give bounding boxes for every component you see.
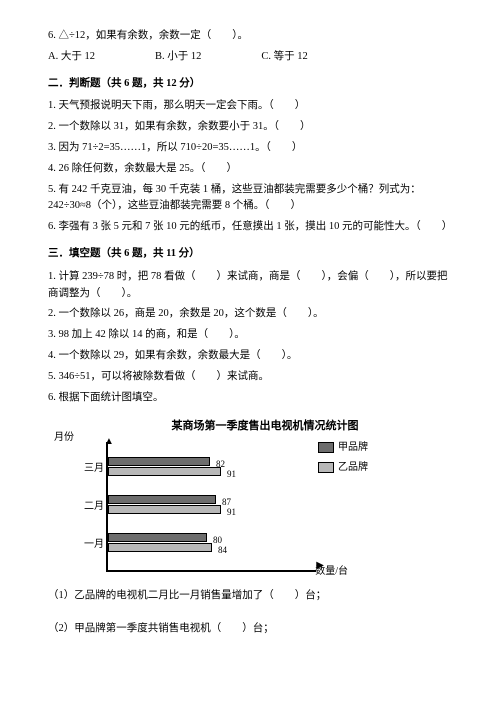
fill-item: 3. 98 加上 42 除以 14 的商，和是（ ）。 <box>48 327 452 344</box>
month-label: 一月 <box>84 537 104 553</box>
bar-jia: 82 <box>108 457 210 466</box>
bar-group: 8791 <box>108 494 221 515</box>
legend-label-yi: 乙品牌 <box>338 460 368 476</box>
bar-group: 8084 <box>108 532 212 553</box>
bar-jia: 87 <box>108 495 216 504</box>
sub-q1: （1）乙品牌的电视机二月比一月销售量增加了（ ）台； <box>48 588 452 605</box>
bar-yi: 84 <box>108 543 212 552</box>
judge-item: 6. 李强有 3 张 5 元和 7 张 10 元的纸币，任意摸出 1 张，摸出 … <box>48 219 452 236</box>
q6-stem: 6. △÷12，如果有余数，余数一定（ ）。 <box>48 28 452 45</box>
chart-axes: ▲ ▶ 数量/台 三月8291二月8791一月8084 <box>106 442 316 572</box>
bar-group: 8291 <box>108 456 221 477</box>
bar-value: 91 <box>227 505 236 519</box>
bar-yi: 91 <box>108 467 221 476</box>
judge-item: 5. 有 242 千克豆油，每 30 千克装 1 桶，这些豆油都装完需要多少个桶… <box>48 182 452 216</box>
chart-xlabel: 数量/台 <box>315 564 348 580</box>
judge-item: 3. 因为 71÷2=35……1，所以 710÷20=35……1。（ ） <box>48 140 452 157</box>
legend-swatch-yi <box>318 462 334 473</box>
section-2-title: 二．判断题（共 6 题，共 12 分） <box>48 76 452 93</box>
q6-opt-c: C. 等于 12 <box>261 49 307 66</box>
chart-ylabel: 月份 <box>54 430 74 446</box>
bar-jia: 80 <box>108 533 207 542</box>
section-3-body: 1. 计算 239÷78 时，把 78 看做（ ）来试商，商是（ ），会偏（ ）… <box>48 269 452 407</box>
judge-item: 1. 天气预报说明天下雨，那么明天一定会下雨。（ ） <box>48 98 452 115</box>
chart-legend: 甲品牌 乙品牌 <box>318 440 368 480</box>
fill-item: 2. 一个数除以 26，商是 20，余数是 20，这个数是（ ）。 <box>48 306 452 323</box>
fill-item: 4. 一个数除以 29，如果有余数，余数最大是（ ）。 <box>48 348 452 365</box>
fill-item: 6. 根据下面统计图填空。 <box>48 390 452 407</box>
judge-item: 2. 一个数除以 31，如果有余数，余数要小于 31。（ ） <box>48 119 452 136</box>
chart-title: 某商场第一季度售出电视机情况统计图 <box>78 418 452 436</box>
bar-yi: 91 <box>108 505 221 514</box>
month-label: 二月 <box>84 499 104 515</box>
section-3-title: 三．填空题（共 6 题，共 11 分） <box>48 246 452 263</box>
fill-item: 1. 计算 239÷78 时，把 78 看做（ ）来试商，商是（ ），会偏（ ）… <box>48 269 452 303</box>
chart: 某商场第一季度售出电视机情况统计图 甲品牌 乙品牌 月份 ▲ ▶ 数量/台 三月… <box>78 418 452 572</box>
legend-swatch-jia <box>318 442 334 453</box>
arrow-up-icon: ▲ <box>104 434 114 450</box>
section-2-body: 1. 天气预报说明天下雨，那么明天一定会下雨。（ ） 2. 一个数除以 31，如果… <box>48 98 452 236</box>
judge-item: 4. 26 除任何数，余数最大是 25。（ ） <box>48 161 452 178</box>
bar-value: 84 <box>218 543 227 557</box>
sub-q2: （2）甲品牌第一季度共销售电视机（ ）台； <box>48 621 452 638</box>
fill-item: 5. 346÷51，可以将被除数看做（ ）来试商。 <box>48 369 452 386</box>
q6-opts: A. 大于 12 B. 小于 12 C. 等于 12 <box>48 49 452 66</box>
q6-opt-b: B. 小于 12 <box>155 49 201 66</box>
q6-opt-a: A. 大于 12 <box>48 49 95 66</box>
legend-label-jia: 甲品牌 <box>338 440 368 456</box>
month-label: 三月 <box>84 461 104 477</box>
bar-value: 91 <box>227 467 236 481</box>
